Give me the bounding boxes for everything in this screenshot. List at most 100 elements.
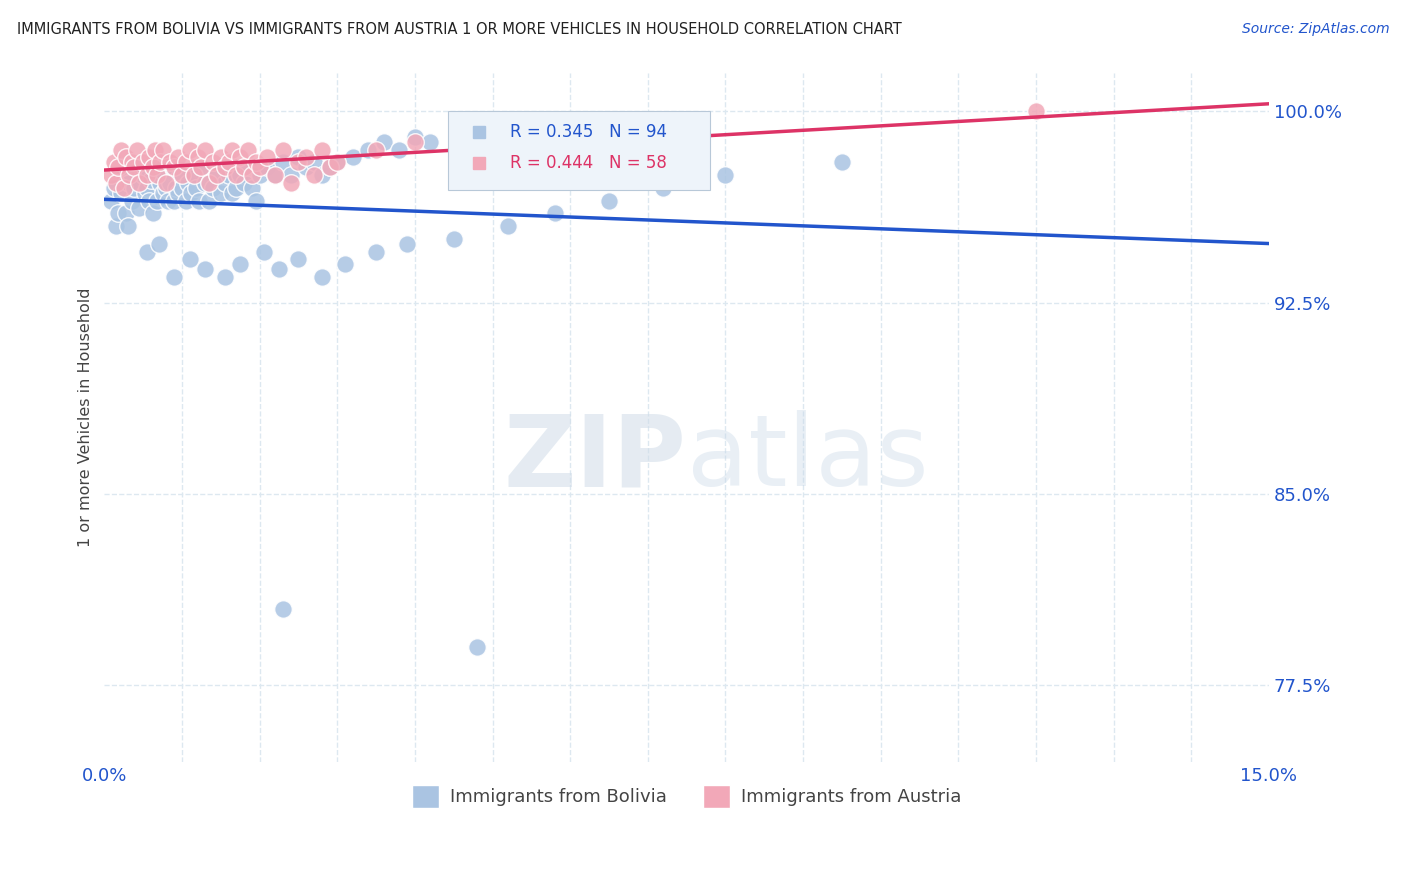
Point	[148, 236, 170, 251]
Point	[187, 150, 209, 164]
Point	[100, 168, 122, 182]
Point	[225, 168, 247, 182]
Point	[153, 168, 176, 182]
Point	[155, 181, 177, 195]
Point	[194, 176, 217, 190]
Point	[180, 186, 202, 200]
Point	[121, 155, 143, 169]
Point	[326, 155, 349, 169]
Point	[443, 232, 465, 246]
Point	[221, 186, 243, 200]
Point	[155, 176, 177, 190]
Point	[194, 262, 217, 277]
Point	[209, 150, 232, 164]
Point	[256, 150, 278, 164]
Point	[249, 168, 271, 182]
Point	[280, 176, 302, 190]
Point	[122, 181, 145, 195]
Point	[302, 155, 325, 169]
Point	[167, 150, 190, 164]
Point	[396, 236, 419, 251]
Point	[245, 194, 267, 208]
Point	[143, 143, 166, 157]
Point	[652, 181, 675, 195]
Point	[107, 161, 129, 175]
Point	[112, 181, 135, 195]
Point	[139, 173, 162, 187]
Point	[128, 201, 150, 215]
Point	[188, 194, 211, 208]
Point	[183, 168, 205, 182]
Point	[174, 155, 197, 169]
Point	[357, 143, 380, 157]
Point	[128, 176, 150, 190]
Point	[366, 143, 388, 157]
Point	[163, 270, 186, 285]
Point	[221, 143, 243, 157]
Point	[205, 168, 228, 182]
Point	[311, 143, 333, 157]
Point	[205, 168, 228, 182]
Point	[465, 640, 488, 654]
Point	[333, 257, 356, 271]
Text: ZIP: ZIP	[503, 410, 686, 508]
Point	[194, 143, 217, 157]
Point	[256, 161, 278, 175]
Point	[138, 194, 160, 208]
Point	[295, 150, 318, 164]
Point	[105, 219, 128, 233]
Text: IMMIGRANTS FROM BOLIVIA VS IMMIGRANTS FROM AUSTRIA 1 OR MORE VEHICLES IN HOUSEHO: IMMIGRANTS FROM BOLIVIA VS IMMIGRANTS FR…	[17, 22, 901, 37]
Point	[544, 206, 567, 220]
Point	[115, 150, 138, 164]
Point	[214, 161, 236, 175]
Point	[419, 135, 441, 149]
Y-axis label: 1 or more Vehicles in Household: 1 or more Vehicles in Household	[79, 287, 93, 547]
Point	[598, 194, 620, 208]
Point	[134, 186, 156, 200]
Point	[229, 150, 252, 164]
Point	[245, 155, 267, 169]
Point	[163, 161, 186, 175]
Point	[202, 155, 225, 169]
Point	[183, 168, 205, 182]
Point	[287, 150, 309, 164]
Point	[366, 244, 388, 259]
Point	[240, 168, 263, 182]
Point	[229, 168, 252, 182]
Point	[1025, 104, 1047, 119]
Point	[132, 155, 155, 169]
Point	[132, 168, 155, 182]
Point	[118, 168, 141, 182]
Point	[271, 601, 294, 615]
Point	[373, 135, 395, 149]
Text: Source: ZipAtlas.com: Source: ZipAtlas.com	[1241, 22, 1389, 37]
Point	[267, 262, 290, 277]
Point	[136, 244, 159, 259]
Point	[170, 181, 193, 195]
Point	[287, 155, 309, 169]
Point	[162, 161, 184, 175]
Point	[159, 176, 181, 190]
Point	[198, 194, 221, 208]
Point	[190, 161, 212, 175]
Point	[152, 143, 174, 157]
Point	[138, 150, 160, 164]
Point	[149, 155, 172, 169]
Point	[115, 206, 138, 220]
Point	[209, 186, 232, 200]
Point	[146, 168, 169, 182]
Point	[179, 143, 201, 157]
Point	[103, 155, 125, 169]
Point	[202, 181, 225, 195]
Point	[169, 168, 191, 182]
Point	[214, 270, 236, 285]
Point	[118, 176, 141, 190]
Point	[143, 161, 166, 175]
Point	[271, 155, 294, 169]
Point	[218, 155, 240, 169]
Point	[179, 252, 201, 267]
Text: R = 0.444   N = 58: R = 0.444 N = 58	[509, 153, 666, 171]
Point	[121, 194, 143, 208]
Point	[225, 181, 247, 195]
Point	[165, 181, 187, 195]
